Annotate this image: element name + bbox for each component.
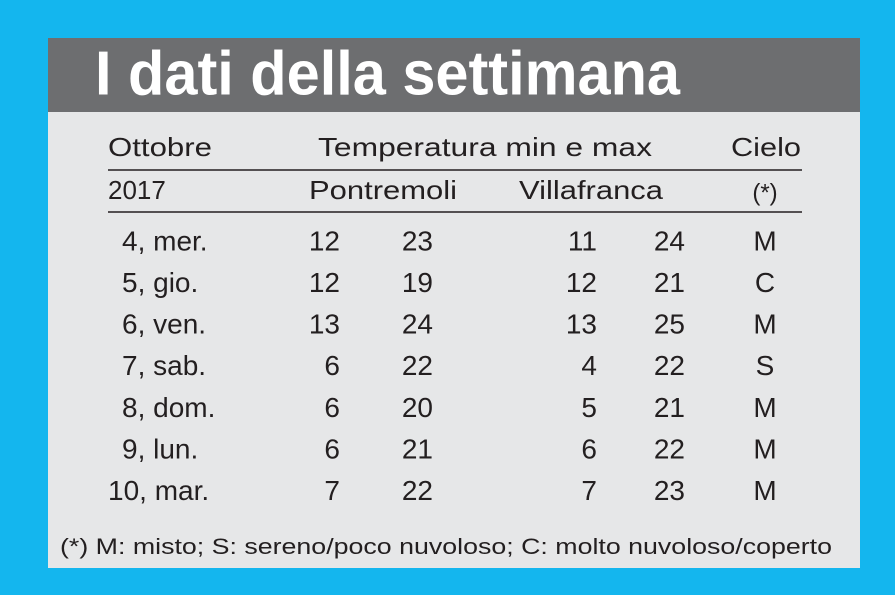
temp-cell: 13 [309,309,340,340]
title-bar [48,38,860,112]
temp-cell: 20 [402,392,433,423]
sky-cell: M [753,392,776,423]
temp-cell: 7 [324,475,340,506]
sky-cell: M [753,225,776,256]
temp-cell: 25 [654,309,685,340]
temp-cell: 21 [654,392,685,423]
table-body: 4, mer. 12 23 11 24 M 5, gio. 12 19 12 21 C 6, ven. 1… [108,225,777,506]
header-cell: Villafranca [519,175,664,205]
sky-cell: C [755,267,775,298]
temp-cell: 12 [309,267,340,298]
header-cell: Cielo [731,132,801,162]
date-cell: 9, lun. [122,433,198,464]
header-cell: 2017 [108,175,166,205]
header-cell: Ottobre [108,132,212,162]
temp-cell: 23 [654,475,685,506]
temp-cell: 13 [566,309,597,340]
sky-cell: M [753,433,776,464]
header-cell: (*) [752,179,777,206]
temp-cell: 6 [581,433,597,464]
sky-cell: M [753,309,776,340]
date-cell: 7, sab. [122,350,206,381]
header-cell: Temperatura min e max [318,132,652,162]
header-cell: Pontremoli [309,175,457,205]
footnote: (*) M: misto; S: sereno/poco nuvoloso; C… [60,534,832,559]
temp-cell: 19 [402,267,433,298]
temp-cell: 12 [309,225,340,256]
temp-cell: 23 [402,225,433,256]
temp-cell: 22 [402,475,433,506]
date-cell: 5, gio. [122,267,198,298]
temp-cell: 6 [324,392,340,423]
temp-cell: 22 [402,350,433,381]
temp-cell: 6 [324,433,340,464]
temp-cell: 12 [566,267,597,298]
sky-cell: S [756,350,775,381]
temp-cell: 6 [324,350,340,381]
sky-cell: M [753,475,776,506]
temp-cell: 7 [581,475,597,506]
temp-cell: 22 [654,350,685,381]
date-cell: 8, dom. [122,392,215,423]
temp-cell: 24 [654,225,685,256]
temp-cell: 21 [402,433,433,464]
title: I dati della settimana [95,39,680,108]
temp-cell: 4 [581,350,597,381]
date-cell: 6, ven. [122,309,206,340]
temp-cell: 22 [654,433,685,464]
date-cell: 4, mer. [122,225,208,256]
panel [48,38,860,568]
date-cell: 10, mar. [108,475,209,506]
temp-cell: 5 [581,392,597,423]
temp-cell: 21 [654,267,685,298]
temp-cell: 11 [568,225,597,256]
temp-cell: 24 [402,309,433,340]
